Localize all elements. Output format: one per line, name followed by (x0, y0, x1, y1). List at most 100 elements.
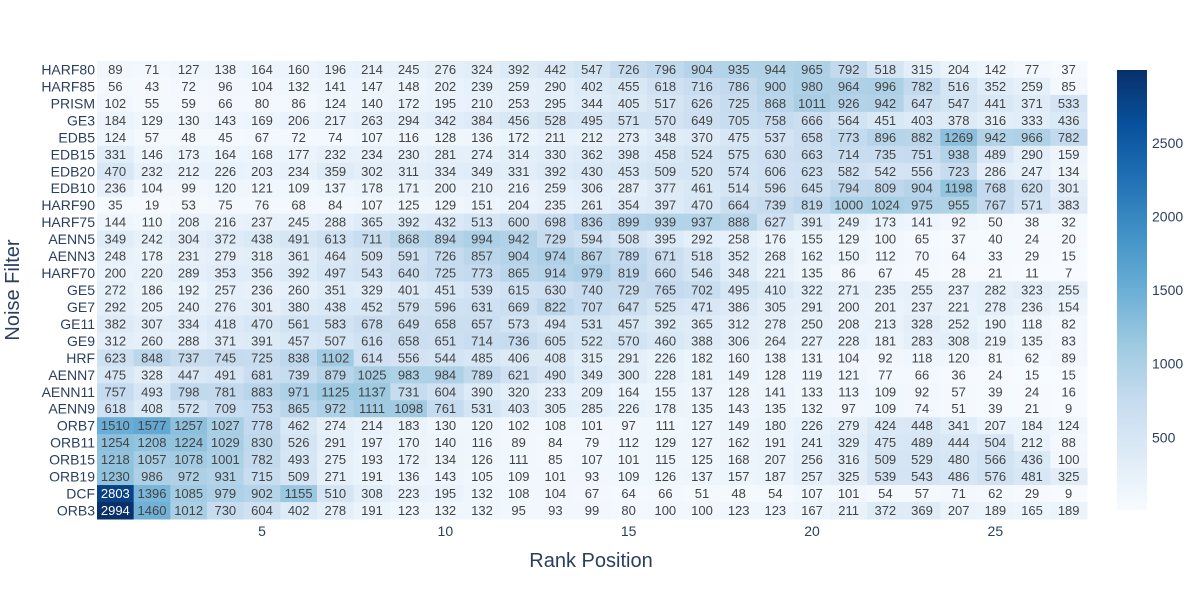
heatmap-cell (280, 315, 318, 333)
cell-value-label: 282 (984, 283, 1006, 298)
cell-value-label: 245 (288, 215, 310, 230)
heatmap-cell (757, 213, 795, 232)
heatmap-cell (683, 281, 721, 299)
cell-value-label: 926 (838, 96, 860, 111)
cell-value-label: 786 (728, 79, 750, 94)
heatmap-cell (610, 349, 648, 367)
cell-value-label: 753 (251, 401, 273, 416)
heatmap-cell (390, 145, 428, 164)
cell-value-label: 59 (181, 96, 195, 111)
heatmap-cell (977, 451, 1015, 469)
cell-value-label: 351 (324, 283, 346, 298)
cell-value-label: 666 (801, 113, 823, 128)
cell-value-label: 725 (728, 96, 750, 111)
cell-value-label: 1098 (394, 401, 423, 416)
heatmap-cell (977, 61, 1015, 79)
cell-value-label: 172 (398, 96, 420, 111)
heatmap-cell (720, 502, 758, 520)
heatmap-cell (427, 213, 465, 232)
heatmap-cell (867, 111, 905, 130)
heatmap-cell (280, 434, 318, 452)
cell-value-label: 223 (398, 486, 420, 501)
heatmap-cell (1050, 77, 1088, 96)
heatmap-cell (610, 383, 648, 401)
heatmap-cell (830, 485, 868, 503)
heatmap-cell (243, 349, 281, 367)
cell-value-label: 168 (728, 452, 750, 467)
cell-value-label: 101 (544, 469, 566, 484)
heatmap-cell (500, 128, 538, 147)
cell-value-label: 65 (915, 232, 929, 247)
cell-value-label: 1085 (174, 486, 203, 501)
heatmap-cell (647, 77, 685, 96)
heatmap-cell (1050, 162, 1088, 181)
cell-value-label: 7 (1065, 266, 1072, 281)
cell-value-label: 64 (621, 486, 635, 501)
heatmap-cell (830, 264, 868, 283)
heatmap-cell (500, 366, 538, 384)
heatmap-cell (647, 434, 685, 452)
heatmap-cell (647, 247, 685, 266)
cell-value-label: 131 (801, 350, 823, 365)
cell-value-label: 623 (104, 350, 126, 365)
heatmap-cell (867, 417, 905, 435)
cell-value-label: 315 (581, 350, 603, 365)
heatmap-cell (1013, 502, 1051, 520)
heatmap-cell (1013, 247, 1051, 266)
heatmap-cell (683, 196, 721, 215)
heatmap-cell (280, 383, 318, 401)
heatmap-cell (610, 145, 648, 164)
cell-value-label: 365 (361, 215, 383, 230)
cell-value-label: 121 (251, 181, 273, 196)
heatmap-cell (793, 451, 831, 469)
cell-value-label: 15 (1025, 367, 1039, 382)
cell-value-label: 57 (915, 486, 929, 501)
cell-value-label: 196 (324, 62, 346, 77)
cell-value-label: 348 (654, 130, 676, 145)
cell-value-label: 809 (874, 181, 896, 196)
cell-value-label: 402 (581, 79, 603, 94)
heatmap-cell (610, 162, 648, 181)
cell-value-label: 172 (508, 130, 530, 145)
cell-value-label: 736 (508, 333, 530, 348)
heatmap-cell (1050, 400, 1088, 418)
cell-value-label: 352 (984, 79, 1006, 94)
heatmap-cell (537, 61, 575, 79)
cell-value-label: 15 (1061, 367, 1075, 382)
heatmap-cell (500, 281, 538, 299)
cell-value-label: 149 (728, 367, 750, 382)
heatmap-cell (720, 196, 758, 215)
cell-value-label: 456 (508, 113, 530, 128)
cell-value-label: 135 (764, 401, 786, 416)
cell-value-label: 33 (988, 249, 1002, 264)
cell-value-label: 257 (214, 283, 236, 298)
colorbar-tick-label: 500 (1152, 429, 1176, 445)
cell-value-label: 401 (398, 283, 420, 298)
cell-value-label: 181 (691, 367, 713, 382)
heatmap-cell (793, 247, 831, 266)
heatmap-cell (97, 179, 135, 198)
heatmap-cell (170, 417, 208, 435)
heatmap-cell (390, 264, 428, 283)
heatmap-cell (1013, 434, 1051, 452)
heatmap-cell (133, 77, 171, 96)
heatmap-cell (353, 383, 391, 401)
cell-value-label: 108 (544, 418, 566, 433)
row-label: DCF (66, 486, 95, 502)
heatmap-cell (940, 162, 978, 181)
heatmap-cell (830, 366, 868, 384)
cell-value-label: 127 (178, 62, 200, 77)
cell-value-label: 118 (1022, 316, 1043, 331)
cell-value-label: 533 (1058, 96, 1080, 111)
heatmap-cell (353, 298, 391, 316)
cell-value-label: 129 (434, 198, 456, 213)
cell-value-label: 160 (288, 62, 310, 77)
cell-value-label: 155 (654, 384, 676, 399)
heatmap-cell (683, 179, 721, 198)
heatmap-cell (390, 366, 428, 384)
heatmap-cell (830, 196, 868, 215)
heatmap-cell (977, 332, 1015, 350)
heatmap-cell (353, 247, 391, 266)
heatmap-cell (940, 61, 978, 79)
heatmap-cell (280, 230, 318, 249)
